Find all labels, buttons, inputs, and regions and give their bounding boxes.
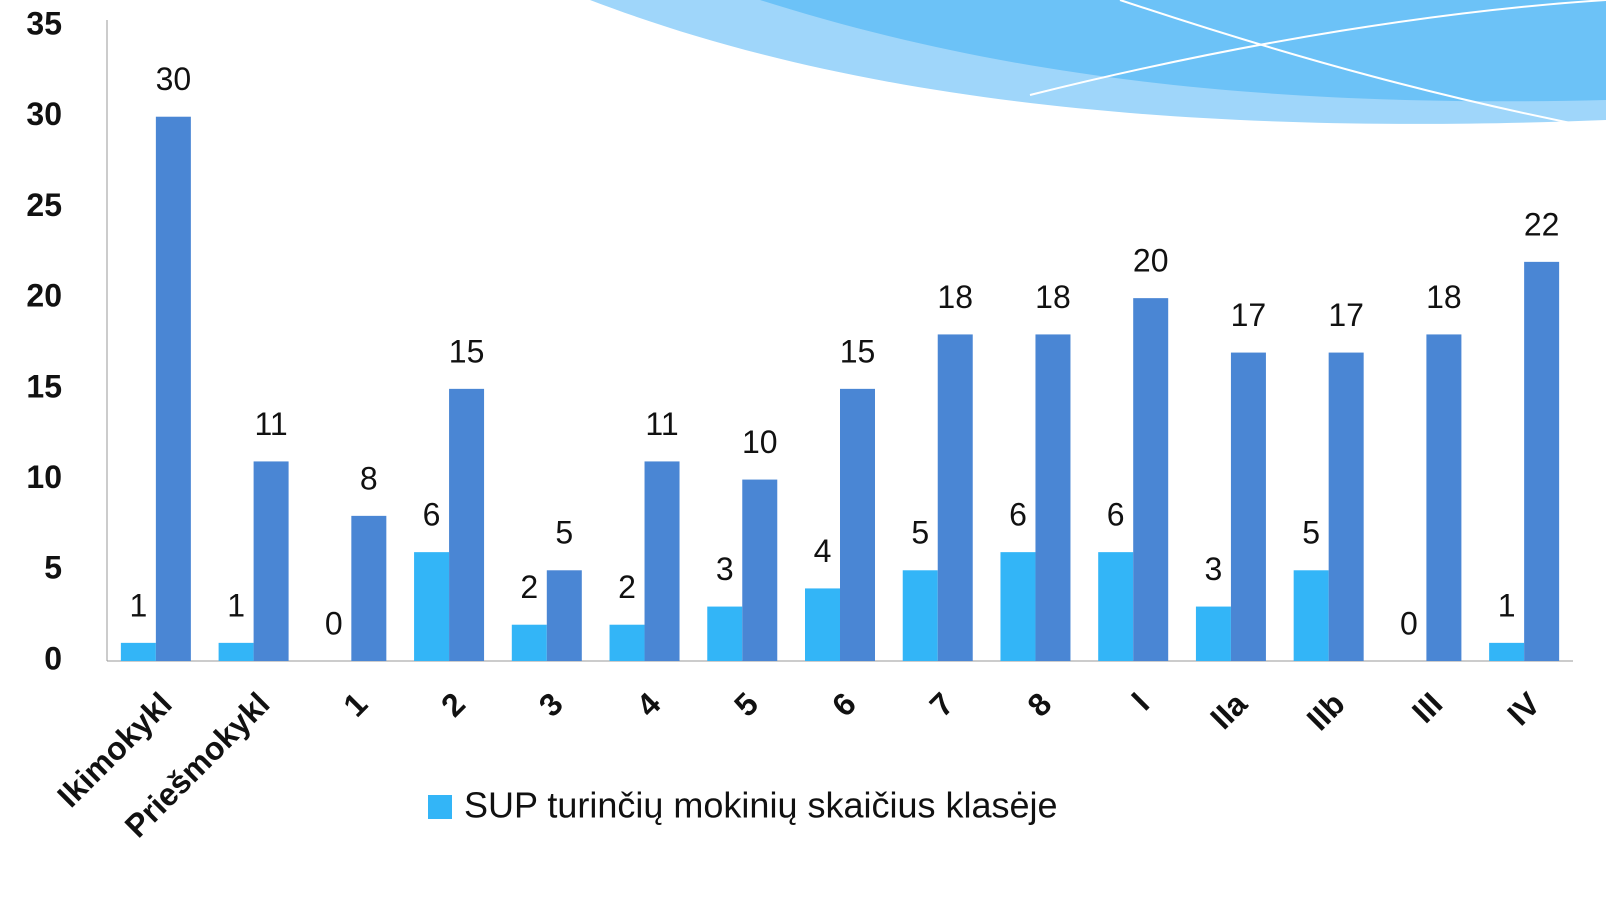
bar <box>707 607 742 661</box>
bar <box>1329 353 1364 661</box>
value-label: 3 <box>716 551 734 587</box>
value-label: 1 <box>1498 587 1516 623</box>
value-label: 5 <box>1302 515 1320 551</box>
x-tick-label: IV <box>1500 685 1547 732</box>
bar <box>1294 570 1329 661</box>
value-label: 3 <box>1205 551 1223 587</box>
bar <box>840 389 875 661</box>
x-tick-label: 4 <box>629 685 667 723</box>
bar <box>219 643 254 661</box>
value-label: 11 <box>645 406 678 442</box>
bar <box>1524 262 1559 661</box>
x-tick-label: 5 <box>727 685 765 723</box>
bar <box>805 588 840 661</box>
bar <box>1231 353 1266 661</box>
bar <box>903 570 938 661</box>
x-tick-label: 7 <box>923 685 961 723</box>
chart: 05101520253035Ikimokykl130Priešmokykl111… <box>0 0 1606 918</box>
bar <box>1426 334 1461 661</box>
y-tick-label: 5 <box>44 550 62 586</box>
y-tick-label: 35 <box>26 5 62 41</box>
bar <box>1489 643 1524 661</box>
bar <box>742 480 777 661</box>
y-tick-label: 0 <box>44 640 62 676</box>
value-label: 1 <box>227 587 245 623</box>
value-label: 17 <box>1328 297 1364 333</box>
value-label: 18 <box>937 279 973 315</box>
value-label: 22 <box>1524 206 1560 242</box>
y-tick-label: 30 <box>26 96 62 132</box>
value-label: 11 <box>254 406 287 442</box>
value-label: 6 <box>1107 497 1125 533</box>
decoration <box>590 0 1606 130</box>
x-tick-label: IIb <box>1300 685 1352 737</box>
value-label: 18 <box>1035 279 1071 315</box>
bar <box>938 334 973 661</box>
bar <box>1196 607 1231 661</box>
bar <box>1098 552 1133 661</box>
bar <box>351 516 386 661</box>
x-tick-label: III <box>1405 685 1449 729</box>
value-label: 8 <box>360 460 378 496</box>
page: 05101520253035Ikimokykl130Priešmokykl111… <box>0 0 1606 918</box>
value-label: 30 <box>156 61 192 97</box>
x-tick-label: 6 <box>825 685 863 723</box>
bar <box>547 570 582 661</box>
value-label: 0 <box>1400 605 1418 641</box>
value-label: 0 <box>325 605 343 641</box>
y-tick-label: 25 <box>26 187 62 223</box>
value-label: 2 <box>520 569 538 605</box>
bar <box>1133 298 1168 661</box>
value-label: 17 <box>1231 297 1267 333</box>
value-label: 1 <box>129 587 147 623</box>
value-label: 15 <box>840 333 876 369</box>
x-tick-label: 8 <box>1020 685 1058 723</box>
bar <box>512 625 547 661</box>
bar <box>254 461 289 661</box>
value-label: 5 <box>555 515 573 551</box>
x-tick-label: 3 <box>532 685 570 723</box>
bar <box>121 643 156 661</box>
value-label: 20 <box>1133 243 1169 279</box>
bar <box>645 461 680 661</box>
x-tick-label: I <box>1124 685 1156 717</box>
value-label: 2 <box>618 569 636 605</box>
value-label: 10 <box>742 424 778 460</box>
bar <box>1000 552 1035 661</box>
bar <box>449 389 484 661</box>
value-label: 18 <box>1426 279 1462 315</box>
value-label: 6 <box>1009 497 1027 533</box>
y-tick-label: 10 <box>26 459 62 495</box>
x-tick-label: 2 <box>434 685 472 723</box>
value-label: 6 <box>423 497 441 533</box>
legend-label: SUP turinčių mokinių skaičius klasėje <box>464 785 1058 826</box>
value-label: 5 <box>911 515 929 551</box>
legend-swatch <box>428 795 452 819</box>
value-label: 15 <box>449 333 485 369</box>
x-tick-label: IIa <box>1203 685 1254 736</box>
bar <box>156 117 191 661</box>
value-label: 4 <box>814 533 832 569</box>
bar <box>610 625 645 661</box>
bar <box>1035 334 1070 661</box>
y-tick-label: 15 <box>26 368 62 404</box>
x-tick-label: 1 <box>336 685 374 723</box>
bar <box>414 552 449 661</box>
y-tick-label: 20 <box>26 278 62 314</box>
